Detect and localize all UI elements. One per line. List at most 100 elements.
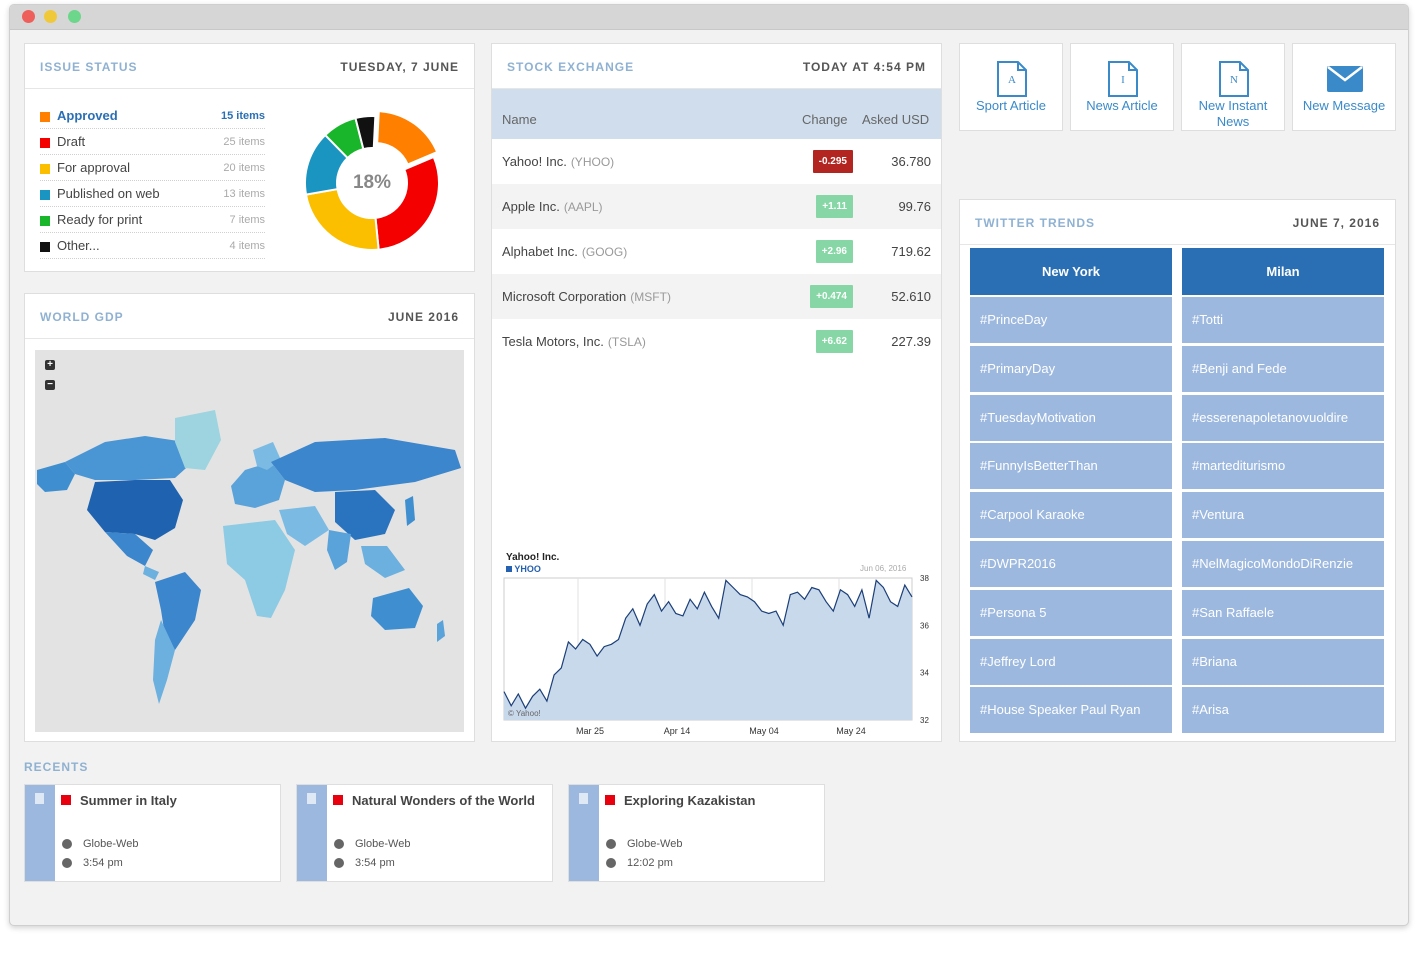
- status-legend-row[interactable]: Approved 15 items: [40, 103, 265, 129]
- document-icon: I: [1108, 61, 1138, 97]
- trend-item[interactable]: #Arisa: [1182, 687, 1384, 734]
- stock-change-badge: +1.11: [816, 195, 853, 218]
- twitter-trends-panel: TWITTER TRENDS JUNE 7, 2016 New York Mil…: [959, 199, 1396, 742]
- trend-item[interactable]: #Carpool Karaoke: [970, 492, 1172, 539]
- document-icon: A: [997, 61, 1027, 97]
- map-region-japan: [405, 496, 415, 526]
- map-region-australia: [371, 588, 423, 630]
- chart-x-tick: Apr 14: [664, 726, 691, 736]
- recent-card[interactable]: Summer in Italy Globe-Web 3:54 pm: [24, 784, 281, 882]
- panel-date: TODAY AT 4:54 PM: [802, 60, 926, 74]
- new-message-button[interactable]: New Message: [1292, 43, 1396, 131]
- panel-header: TWITTER TRENDS JUNE 7, 2016: [960, 200, 1395, 245]
- panel-title: STOCK EXCHANGE: [507, 60, 635, 74]
- map-region-russia: [271, 438, 461, 492]
- recent-card-strip: [25, 785, 55, 881]
- stock-chart-legend: YHOO: [506, 564, 541, 574]
- trend-item[interactable]: #esserenapoletanovuoldire: [1182, 394, 1384, 441]
- status-count: 4 items: [229, 240, 265, 252]
- stock-area-chart[interactable]: Mar 25 Apr 14 May 04 May 24 38 36 34 32 © Yahoo!: [492, 540, 942, 740]
- maximize-window-icon[interactable]: [68, 10, 81, 23]
- stock-row[interactable]: Apple Inc. (AAPL) +1.11 99.76: [492, 184, 941, 229]
- trend-item[interactable]: #San Raffaele: [1182, 589, 1384, 636]
- status-color-swatch: [40, 242, 50, 252]
- recent-time: 3:54 pm: [355, 857, 395, 869]
- trend-item[interactable]: #Totti: [1182, 297, 1384, 343]
- donut-slice[interactable]: [304, 187, 380, 252]
- status-badge: [333, 795, 343, 805]
- trend-item[interactable]: #House Speaker Paul Ryan: [970, 687, 1172, 734]
- stock-chart-date: Jun 06, 2016: [860, 564, 907, 573]
- donut-slice[interactable]: [374, 155, 440, 251]
- trend-item[interactable]: #NelMagicoMondoDiRenzie: [1182, 541, 1384, 587]
- document-icon: [579, 793, 588, 804]
- recent-card-strip: [297, 785, 327, 881]
- status-color-swatch: [40, 164, 50, 174]
- trend-item[interactable]: #Jeffrey Lord: [970, 638, 1172, 685]
- trend-item[interactable]: #Benji and Fede: [1182, 345, 1384, 392]
- recent-site: Globe-Web: [627, 838, 683, 850]
- status-badge: [61, 795, 71, 805]
- status-legend-row[interactable]: Draft 25 items: [40, 129, 265, 155]
- trend-item[interactable]: #Ventura: [1182, 492, 1384, 539]
- sport-article-button[interactable]: A Sport Article: [959, 43, 1063, 131]
- map-region-argentina: [153, 620, 175, 704]
- donut-slice[interactable]: [376, 110, 439, 166]
- donut-slice[interactable]: [354, 115, 377, 151]
- stock-change-badge: -0.295: [812, 150, 853, 173]
- recent-time: 12:02 pm: [627, 857, 673, 869]
- status-donut-chart: [304, 110, 440, 252]
- stock-asked-price: 719.62: [891, 244, 931, 259]
- app-window: ISSUE STATUS TUESDAY, 7 JUNE Approved 15 …: [9, 4, 1409, 926]
- new-instant-news-button[interactable]: N New Instant News: [1181, 43, 1285, 131]
- trend-item[interactable]: #martediturismo: [1182, 443, 1384, 490]
- trend-item[interactable]: #Briana: [1182, 638, 1384, 685]
- globe-icon: [606, 839, 616, 849]
- map-region-mexico: [105, 532, 153, 566]
- panel-title: TWITTER TRENDS: [975, 216, 1095, 230]
- minimize-window-icon[interactable]: [44, 10, 57, 23]
- series-swatch: [506, 566, 512, 572]
- trend-item[interactable]: #PrinceDay: [970, 297, 1172, 343]
- status-color-swatch: [40, 112, 50, 122]
- status-legend-row[interactable]: Published on web 13 items: [40, 181, 265, 207]
- stock-row[interactable]: Microsoft Corporation (MSFT) +0.474 52.610: [492, 274, 941, 319]
- map-region-africa: [223, 520, 295, 618]
- trend-item[interactable]: #FunnyIsBetterThan: [970, 443, 1172, 490]
- stock-company: Apple Inc.: [502, 199, 560, 214]
- stock-row[interactable]: Yahoo! Inc. (YHOO) -0.295 36.780: [492, 139, 941, 184]
- stock-row[interactable]: Alphabet Inc. (GOOG) +2.96 719.62: [492, 229, 941, 274]
- status-legend-row[interactable]: Other... 4 items: [40, 233, 265, 259]
- recent-card-strip: [569, 785, 599, 881]
- map-region-southeast-asia: [361, 546, 405, 578]
- status-label: Published on web: [57, 186, 160, 201]
- stock-company: Tesla Motors, Inc.: [502, 334, 604, 349]
- stock-company: Alphabet Inc.: [502, 244, 578, 259]
- trend-item[interactable]: #DWPR2016: [970, 541, 1172, 587]
- panel-header: WORLD GDP JUNE 2016: [25, 294, 474, 339]
- recent-site: Globe-Web: [83, 838, 139, 850]
- close-window-icon[interactable]: [22, 10, 35, 23]
- recent-time: 3:54 pm: [83, 857, 123, 869]
- stock-asked-price: 227.39: [891, 334, 931, 349]
- trend-item[interactable]: #Persona 5: [970, 589, 1172, 636]
- stock-row[interactable]: Tesla Motors, Inc. (TSLA) +6.62 227.39: [492, 319, 941, 364]
- zoom-in-button[interactable]: +: [45, 360, 55, 370]
- status-legend-row[interactable]: For approval 20 items: [40, 155, 265, 181]
- world-map[interactable]: + −: [35, 350, 464, 732]
- recent-card[interactable]: Exploring Kazakistan Globe-Web 12:02 pm: [568, 784, 825, 882]
- recent-card[interactable]: Natural Wonders of the World Globe-Web 3:5…: [296, 784, 553, 882]
- stock-company: Yahoo! Inc.: [502, 154, 567, 169]
- stock-asked-price: 36.780: [891, 154, 931, 169]
- map-region-india: [327, 530, 351, 570]
- stock-chart-title: Yahoo! Inc.: [506, 552, 560, 563]
- status-legend-row[interactable]: Ready for print 7 items: [40, 207, 265, 233]
- chart-y-tick: 32: [920, 716, 929, 725]
- status-color-swatch: [40, 190, 50, 200]
- globe-icon: [62, 839, 72, 849]
- trend-city-new-york: New York: [970, 248, 1172, 295]
- news-article-button[interactable]: I News Article: [1070, 43, 1174, 131]
- zoom-out-button[interactable]: −: [45, 380, 55, 390]
- trend-item[interactable]: #PrimaryDay: [970, 345, 1172, 392]
- trend-item[interactable]: #TuesdayMotivation: [970, 394, 1172, 441]
